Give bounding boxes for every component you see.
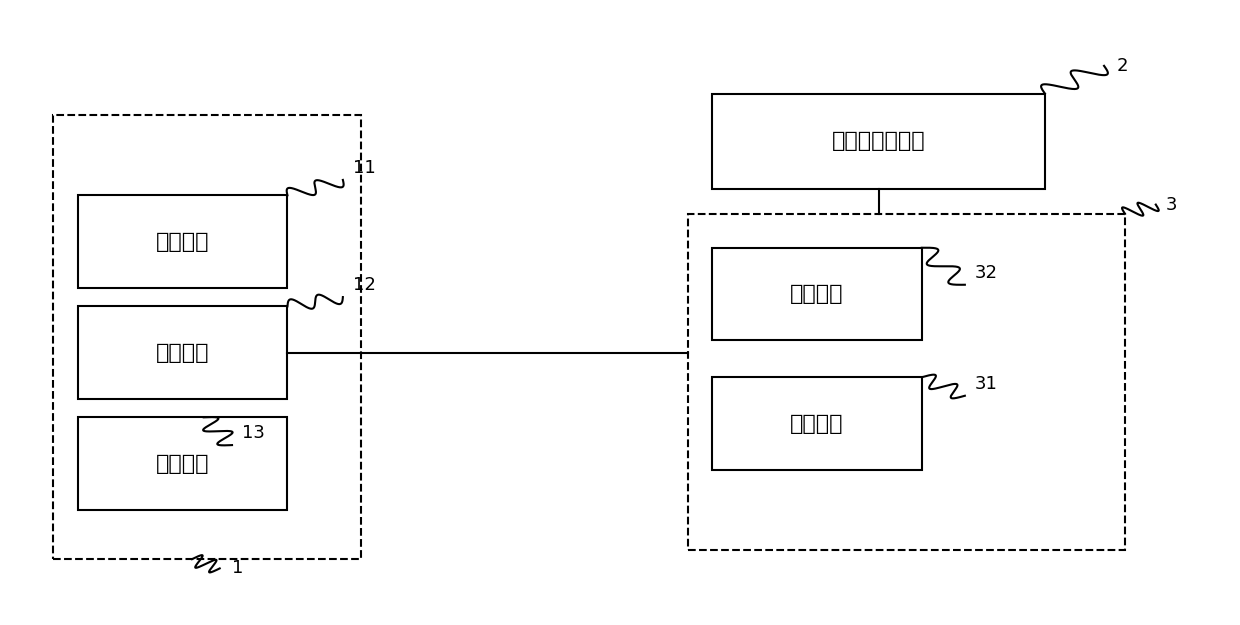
Bar <box>78 418 288 510</box>
Bar <box>688 214 1125 550</box>
Text: 采集模块: 采集模块 <box>156 232 210 252</box>
Bar <box>712 378 921 470</box>
Bar <box>712 248 921 340</box>
Text: 修正模块: 修正模块 <box>156 454 210 474</box>
Text: 32: 32 <box>975 264 998 282</box>
Text: 13: 13 <box>242 424 265 442</box>
Bar <box>53 115 361 559</box>
Bar <box>78 306 288 399</box>
Text: 量化模块: 量化模块 <box>790 414 843 434</box>
Text: 11: 11 <box>352 159 376 177</box>
Bar <box>78 196 288 288</box>
Bar <box>712 94 1045 189</box>
Text: 12: 12 <box>352 276 376 294</box>
Text: 检索模块: 检索模块 <box>790 284 843 304</box>
Text: 2: 2 <box>1116 57 1128 75</box>
Text: 31: 31 <box>975 374 998 392</box>
Text: 1: 1 <box>232 559 243 578</box>
Text: 3: 3 <box>1166 196 1177 214</box>
Text: 校准模块: 校准模块 <box>156 342 210 362</box>
Text: 瞳孔图像数据库: 瞳孔图像数据库 <box>832 131 925 151</box>
